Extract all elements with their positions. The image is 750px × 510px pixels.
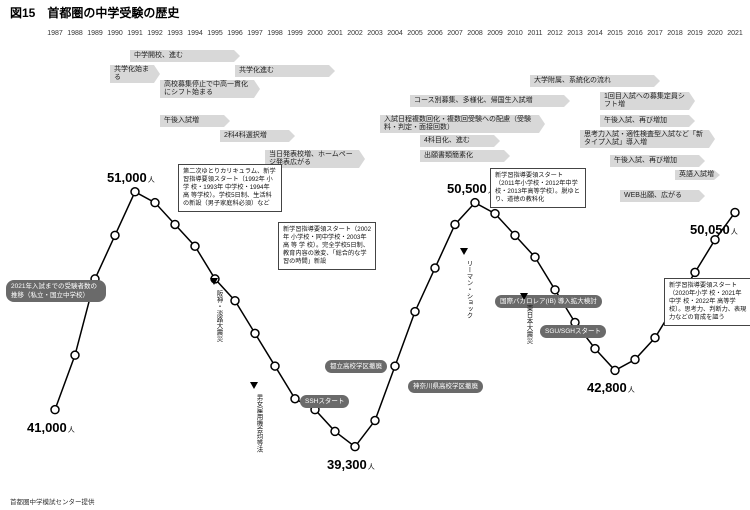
pill-label: SSHスタート	[300, 395, 349, 408]
vertical-label: 男女雇用機会均等法	[254, 394, 262, 453]
note-box: 第二次ゆとりカリキュラム、新学習指導要領スタート（1992年 小 学 校・199…	[178, 164, 282, 212]
note-box: 新学習指導要領スタート（2002年 小学校・同中学校・2003年 高 等 学 校…	[278, 222, 376, 270]
value-label: 50,050人	[690, 222, 738, 237]
value-label: 50,500人	[447, 181, 495, 196]
pill-label: 神奈川県高校学区撤廃	[408, 380, 483, 393]
vertical-label: リーマン・ショック	[464, 260, 472, 319]
credit: 首都圏中学模試センター提供	[10, 496, 95, 506]
vertical-label: 東日本大震災	[524, 305, 532, 344]
value-label: 41,000人	[27, 420, 75, 435]
triangle-down-icon	[460, 248, 468, 255]
pill-label: 都立高校学区撤廃	[325, 360, 387, 373]
value-label: 39,300人	[327, 457, 375, 472]
value-label: 42,800人	[587, 380, 635, 395]
page: 図15 首都圏の中学受験の歴史 198719881989199019911992…	[0, 0, 750, 510]
triangle-down-icon	[520, 293, 528, 300]
pill-label: 2021年入試までの受験者数の推移（私立・国立中学校）	[6, 280, 106, 302]
pill-label: SGU/SGHスタート	[540, 325, 606, 338]
triangle-down-icon	[250, 382, 258, 389]
note-box: 新学習指導要領スタート（2020年小学 校・2021年 中学 校・2022年 高…	[664, 278, 750, 326]
value-label: 51,000人	[107, 170, 155, 185]
vertical-label: 阪神・淡路大震災	[214, 290, 222, 342]
pill-label: 国際バカロレア(IB) 導入拡大検討	[495, 295, 602, 308]
triangle-down-icon	[210, 278, 218, 285]
note-box: 新学習指導要領スタート（2011年小学校・2012年中学校・2013年高等学校）…	[490, 168, 586, 208]
